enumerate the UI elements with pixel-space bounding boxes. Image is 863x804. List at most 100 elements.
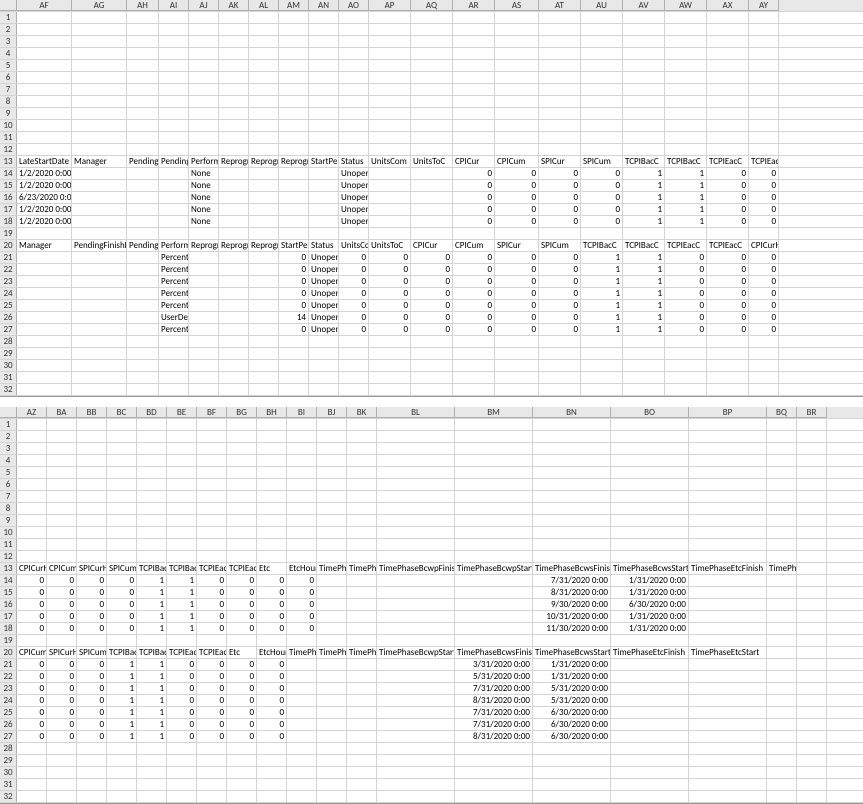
cell[interactable]: 1 bbox=[137, 659, 167, 670]
cell[interactable] bbox=[279, 360, 309, 371]
cell[interactable]: 1 bbox=[581, 276, 623, 287]
cell[interactable] bbox=[279, 108, 309, 119]
cell[interactable] bbox=[77, 539, 107, 550]
row-header[interactable]: 19 bbox=[0, 635, 17, 646]
cell[interactable] bbox=[347, 479, 377, 490]
cell[interactable]: 5/31/2020 0:00 bbox=[533, 695, 611, 706]
cell[interactable] bbox=[539, 384, 581, 395]
cell[interactable] bbox=[189, 372, 219, 383]
cell[interactable] bbox=[159, 180, 189, 191]
cell[interactable]: 0 bbox=[47, 599, 77, 610]
cell[interactable]: 1 bbox=[581, 252, 623, 263]
column-header[interactable]: BE bbox=[167, 407, 197, 418]
cell[interactable] bbox=[47, 779, 77, 790]
cell[interactable] bbox=[317, 539, 347, 550]
cell[interactable]: 0 bbox=[279, 276, 309, 287]
cell[interactable] bbox=[767, 455, 797, 466]
cell[interactable]: 0 bbox=[581, 204, 623, 215]
cell[interactable]: 0 bbox=[287, 599, 317, 610]
cell[interactable]: PercentComplete bbox=[159, 264, 189, 275]
cell[interactable]: 0 bbox=[749, 204, 779, 215]
cell[interactable] bbox=[189, 36, 219, 47]
cell[interactable] bbox=[72, 228, 127, 239]
cell[interactable]: TimePha bbox=[287, 647, 317, 658]
cell[interactable]: TCPIBacC bbox=[665, 156, 707, 167]
cell[interactable] bbox=[455, 455, 533, 466]
cell[interactable]: 0 bbox=[749, 192, 779, 203]
cell[interactable] bbox=[455, 623, 533, 634]
cell[interactable] bbox=[455, 575, 533, 586]
cell[interactable]: 1/2/2020 0:00 bbox=[17, 180, 72, 191]
cell[interactable]: 0 bbox=[77, 623, 107, 634]
cell[interactable] bbox=[17, 767, 47, 778]
cell[interactable] bbox=[127, 192, 159, 203]
cell[interactable]: TCPIEacC bbox=[707, 240, 749, 251]
cell[interactable] bbox=[377, 491, 455, 502]
cell[interactable]: SPICum bbox=[539, 240, 581, 251]
cell[interactable]: UnitsToC bbox=[369, 240, 411, 251]
cell[interactable] bbox=[47, 491, 77, 502]
cell[interactable]: TimePha bbox=[317, 647, 347, 658]
cell[interactable] bbox=[107, 779, 137, 790]
cell[interactable]: 0 bbox=[453, 204, 495, 215]
cell[interactable] bbox=[249, 360, 279, 371]
row-header[interactable]: 12 bbox=[0, 551, 17, 562]
row-header[interactable]: 11 bbox=[0, 539, 17, 550]
cell[interactable]: SPICumH bbox=[107, 563, 137, 574]
cell[interactable] bbox=[107, 539, 137, 550]
cell[interactable]: 5/31/2020 0:00 bbox=[455, 671, 533, 682]
cell[interactable]: 0 bbox=[47, 731, 77, 742]
cell[interactable] bbox=[377, 743, 455, 754]
cell[interactable] bbox=[72, 348, 127, 359]
cell[interactable]: 0 bbox=[453, 180, 495, 191]
cell[interactable] bbox=[377, 611, 455, 622]
cell[interactable] bbox=[197, 443, 227, 454]
cell[interactable] bbox=[749, 120, 779, 131]
cell[interactable] bbox=[287, 791, 317, 802]
cell[interactable] bbox=[137, 455, 167, 466]
cell[interactable] bbox=[107, 431, 137, 442]
cell[interactable] bbox=[227, 431, 257, 442]
cell[interactable] bbox=[127, 168, 159, 179]
cell[interactable] bbox=[107, 743, 137, 754]
cell[interactable]: 0 bbox=[539, 252, 581, 263]
cell[interactable] bbox=[77, 455, 107, 466]
cell[interactable] bbox=[249, 336, 279, 347]
column-header[interactable]: BH bbox=[257, 407, 287, 418]
cell[interactable]: 1/31/2020 0:00 bbox=[611, 611, 689, 622]
cell[interactable] bbox=[77, 791, 107, 802]
cell[interactable] bbox=[377, 671, 455, 682]
cell[interactable] bbox=[623, 132, 665, 143]
cell[interactable]: 0 bbox=[495, 180, 539, 191]
row-header[interactable]: 18 bbox=[0, 623, 17, 634]
cell[interactable]: Unopened bbox=[339, 180, 369, 191]
cell[interactable] bbox=[137, 515, 167, 526]
cell[interactable] bbox=[17, 360, 72, 371]
cell[interactable] bbox=[287, 467, 317, 478]
cell[interactable]: 0 bbox=[77, 587, 107, 598]
cell[interactable] bbox=[167, 431, 197, 442]
cell[interactable]: 1 bbox=[167, 623, 197, 634]
cell[interactable] bbox=[279, 348, 309, 359]
cell[interactable]: 0 bbox=[665, 264, 707, 275]
cell[interactable]: 1 bbox=[137, 575, 167, 586]
cell[interactable] bbox=[227, 755, 257, 766]
cell[interactable]: 0 bbox=[453, 168, 495, 179]
cell[interactable]: 0 bbox=[369, 288, 411, 299]
cell[interactable] bbox=[287, 431, 317, 442]
cell[interactable] bbox=[167, 539, 197, 550]
cell[interactable] bbox=[767, 647, 797, 658]
cell[interactable] bbox=[189, 228, 219, 239]
cell[interactable]: PercentComplete bbox=[159, 288, 189, 299]
cell[interactable] bbox=[767, 623, 797, 634]
cell[interactable] bbox=[317, 587, 347, 598]
cell[interactable] bbox=[249, 324, 279, 335]
cell[interactable] bbox=[17, 503, 47, 514]
cell[interactable] bbox=[767, 683, 797, 694]
cell[interactable] bbox=[317, 779, 347, 790]
cell[interactable] bbox=[197, 503, 227, 514]
cell[interactable] bbox=[797, 731, 827, 742]
cell[interactable] bbox=[219, 108, 249, 119]
cell[interactable]: Manager bbox=[17, 240, 72, 251]
cell[interactable] bbox=[611, 551, 689, 562]
